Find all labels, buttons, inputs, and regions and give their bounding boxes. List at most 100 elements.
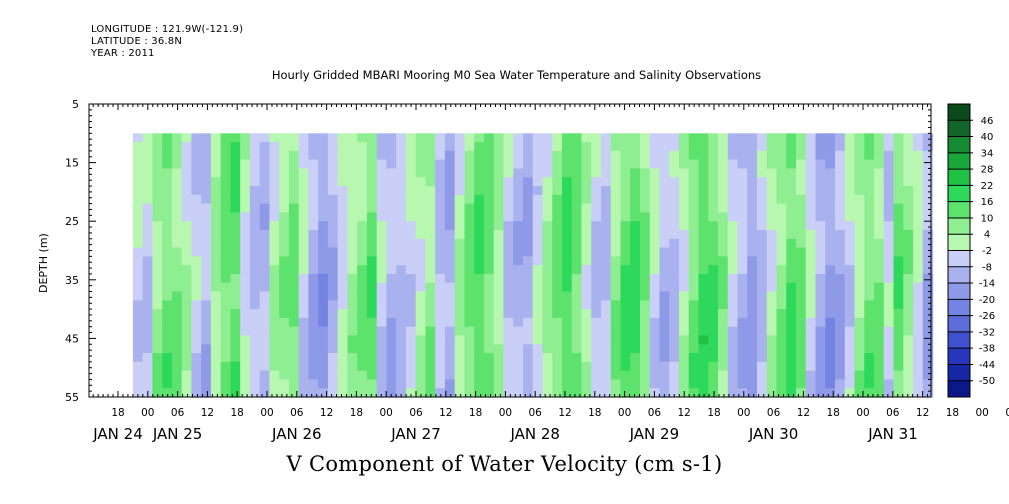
heatmap-cell — [493, 159, 505, 170]
heatmap-cell — [337, 212, 349, 222]
heatmap-cell — [688, 282, 700, 293]
heatmap-cell — [757, 265, 768, 275]
heatmap-cell — [659, 212, 670, 222]
x-hour-label: 06 — [1005, 407, 1009, 419]
heatmap-cell — [669, 177, 680, 187]
heatmap-cell — [532, 326, 544, 337]
heatmap-cell — [318, 186, 329, 196]
heatmap-cell — [639, 291, 651, 301]
heatmap-cell — [610, 168, 622, 178]
heatmap-cell — [766, 142, 778, 152]
heatmap-cell — [347, 177, 358, 187]
heatmap-cell — [386, 238, 397, 249]
heatmap-cell — [162, 361, 173, 372]
heatmap-cell — [727, 168, 739, 178]
heatmap-cell — [600, 361, 612, 372]
heatmap-cell — [357, 229, 368, 240]
heatmap-cell — [727, 159, 739, 170]
heatmap-cell — [327, 256, 339, 266]
heatmap-cell — [757, 282, 768, 293]
heatmap-cell — [630, 186, 641, 196]
heatmap-cell — [874, 291, 885, 301]
heatmap-cell — [474, 370, 485, 381]
heatmap-cell — [366, 194, 378, 205]
heatmap-cell — [171, 326, 183, 337]
heatmap-cell — [240, 150, 251, 161]
heatmap-cell — [581, 300, 592, 310]
heatmap-cell — [552, 238, 563, 249]
heatmap-cell — [308, 282, 319, 293]
heatmap-cell — [532, 388, 544, 398]
heatmap-cell — [698, 282, 709, 293]
heatmap-cell — [688, 168, 700, 178]
heatmap-cell — [483, 282, 495, 293]
heatmap-cell — [815, 273, 826, 284]
colorbar-swatch — [948, 266, 970, 284]
heatmap-cell — [503, 335, 514, 345]
heatmap-cell — [298, 353, 310, 363]
heatmap-cell — [435, 379, 446, 389]
heatmap-cell — [210, 247, 222, 257]
heatmap-cell — [854, 317, 865, 328]
heatmap-cell — [542, 388, 553, 398]
heatmap-cell — [347, 265, 358, 275]
heatmap-cell — [493, 344, 505, 354]
heatmap-cell — [259, 265, 271, 275]
heatmap-cell — [386, 265, 397, 275]
heatmap-cell — [786, 229, 797, 240]
heatmap-cell — [639, 194, 651, 205]
heatmap-cell — [698, 159, 709, 170]
heatmap-cell — [376, 344, 388, 354]
heatmap-cell — [181, 212, 193, 222]
heatmap-cell — [825, 229, 836, 240]
heatmap-cell — [191, 159, 202, 170]
heatmap-cell — [737, 168, 748, 178]
heatmap-cell — [162, 379, 173, 389]
heatmap-cell — [591, 221, 602, 231]
heatmap-cell — [483, 388, 495, 398]
heatmap-cell — [883, 256, 895, 266]
heatmap-cell — [796, 238, 807, 249]
heatmap-cell — [493, 300, 505, 310]
heatmap-cell — [513, 229, 524, 240]
heatmap-cell — [630, 379, 641, 389]
heatmap-cell — [230, 203, 241, 214]
heatmap-cell — [279, 212, 290, 222]
heatmap-cell — [581, 326, 592, 337]
heatmap-cell — [191, 361, 202, 372]
heatmap-cell — [249, 212, 261, 222]
heatmap-cell — [747, 133, 758, 143]
heatmap-cell — [464, 186, 475, 196]
heatmap-cell — [298, 133, 310, 143]
heatmap-cell — [844, 335, 856, 345]
heatmap-cell — [357, 194, 368, 205]
heatmap-cell — [522, 142, 534, 152]
heatmap-cell — [357, 300, 368, 310]
heatmap-cell — [805, 370, 817, 381]
heatmap-cell — [171, 247, 183, 257]
heatmap-cell — [747, 335, 758, 345]
heatmap-cell — [464, 379, 475, 389]
heatmap-cell — [835, 317, 846, 328]
heatmap-cell — [727, 291, 739, 301]
heatmap-cell — [181, 370, 193, 381]
heatmap-cell — [444, 273, 456, 284]
heatmap-cell — [318, 265, 329, 275]
heatmap-cell — [269, 203, 280, 214]
heatmap-cell — [552, 256, 563, 266]
heatmap-cell — [864, 388, 875, 398]
heatmap-cell — [825, 309, 836, 319]
heatmap-cell — [581, 353, 592, 363]
heatmap-cell — [844, 265, 856, 275]
heatmap-cell — [210, 194, 222, 205]
heatmap-cell — [171, 379, 183, 389]
heatmap-cell — [825, 265, 836, 275]
heatmap-cell — [191, 221, 202, 231]
heatmap-cell — [776, 203, 787, 214]
heatmap-cell — [630, 256, 641, 266]
heatmap-cell — [318, 194, 329, 205]
heatmap-cell — [230, 247, 241, 257]
heatmap-cell — [649, 300, 661, 310]
heatmap-cell — [600, 150, 612, 161]
